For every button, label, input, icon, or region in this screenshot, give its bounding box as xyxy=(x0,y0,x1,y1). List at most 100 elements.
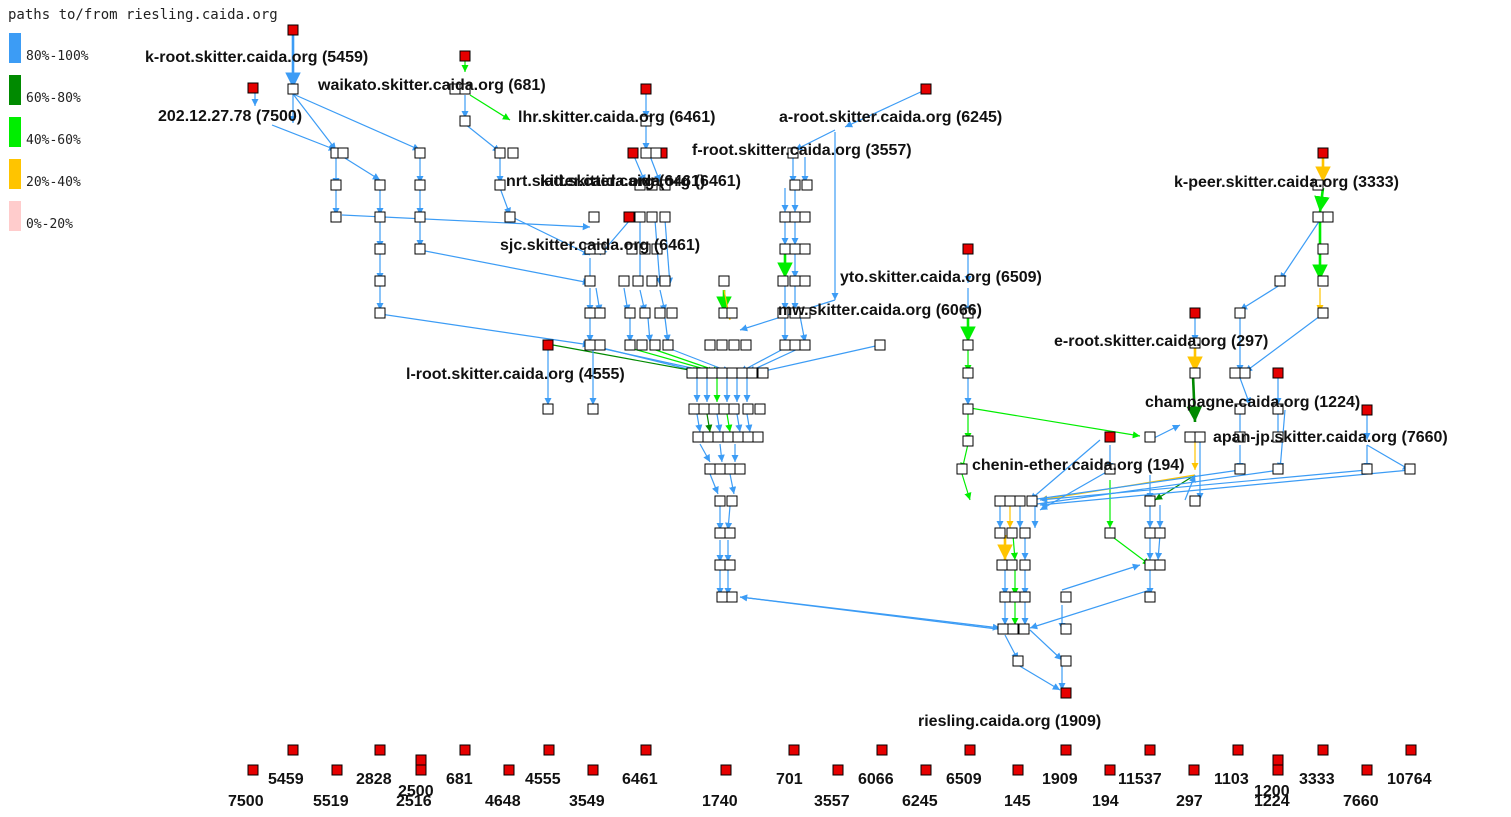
router-node xyxy=(504,211,516,223)
path-edge xyxy=(739,596,1001,631)
path-edge xyxy=(271,124,337,151)
path-edge xyxy=(1029,589,1151,630)
router-node xyxy=(956,463,968,475)
path-edge xyxy=(1154,534,1163,561)
monitor-node xyxy=(459,50,471,62)
router-node xyxy=(1272,463,1284,475)
router-node xyxy=(649,339,661,351)
router-node xyxy=(666,307,678,319)
router-node xyxy=(414,147,426,159)
router-node xyxy=(646,179,658,191)
monitor-node xyxy=(1104,431,1116,443)
as-node xyxy=(1317,744,1329,756)
as-node xyxy=(964,744,976,756)
router-node xyxy=(799,339,811,351)
router-node xyxy=(704,463,716,475)
router-node xyxy=(999,591,1011,603)
path-edge xyxy=(664,219,674,286)
monitor-node xyxy=(1361,404,1373,416)
router-node xyxy=(374,211,386,223)
router-node xyxy=(1317,243,1329,255)
router-node xyxy=(640,147,652,159)
router-node xyxy=(962,367,974,379)
as-number-label: 1909 xyxy=(1042,771,1078,788)
path-edge xyxy=(1314,187,1330,213)
path-edge xyxy=(1061,563,1141,591)
router-node xyxy=(1006,527,1018,539)
router-node xyxy=(708,403,720,415)
as-number-label: 5519 xyxy=(313,793,349,810)
router-node xyxy=(584,275,596,287)
path-edge xyxy=(709,473,719,495)
router-node xyxy=(1234,463,1246,475)
path-edge xyxy=(645,317,653,343)
router-node xyxy=(1004,495,1016,507)
router-node xyxy=(374,179,386,191)
as-number-label: 1200 xyxy=(1254,783,1290,800)
router-node xyxy=(777,275,789,287)
router-node xyxy=(1234,307,1246,319)
as-node xyxy=(374,744,386,756)
router-node xyxy=(1361,463,1373,475)
path-edge xyxy=(961,473,972,501)
router-node xyxy=(1189,337,1201,349)
router-node xyxy=(789,179,801,191)
router-node xyxy=(746,367,758,379)
as-number-label: 4648 xyxy=(485,793,521,810)
router-node xyxy=(507,147,519,159)
router-node xyxy=(742,431,754,443)
as-number-label: 2516 xyxy=(396,793,432,810)
path-edge xyxy=(735,413,743,433)
router-node xyxy=(789,339,801,351)
path-edge xyxy=(1366,444,1411,471)
monitor-label: waikato.skitter.caida.org (681) xyxy=(317,77,546,94)
router-node xyxy=(588,211,600,223)
path-edge xyxy=(1039,469,1368,503)
as-node xyxy=(543,744,555,756)
legend: 80%-100% 60%-80% 40%-60% 20%-40% 0%-20% xyxy=(9,33,89,232)
router-node xyxy=(996,559,1008,571)
as-number-label: 4555 xyxy=(525,771,561,788)
router-node xyxy=(718,275,730,287)
path-edge xyxy=(292,93,421,151)
router-node xyxy=(1144,495,1156,507)
router-node xyxy=(1404,463,1416,475)
as-node xyxy=(331,764,343,776)
router-node xyxy=(659,211,671,223)
legend-label: 20%-40% xyxy=(26,175,81,190)
router-node xyxy=(994,527,1006,539)
monitor-labels: k-root.skitter.caida.org (5459) waikato.s… xyxy=(145,49,1448,730)
router-nodes xyxy=(247,24,1416,699)
path-edge xyxy=(705,413,713,433)
router-node xyxy=(659,275,671,287)
as-node xyxy=(640,744,652,756)
monitor-node xyxy=(1189,307,1201,319)
as-node xyxy=(459,744,471,756)
router-node xyxy=(732,431,744,443)
router-node xyxy=(639,243,651,255)
router-node xyxy=(714,495,726,507)
as-number-label: 10764 xyxy=(1387,771,1432,788)
as-number-label: 701 xyxy=(776,771,803,788)
router-node xyxy=(1060,655,1072,667)
router-node xyxy=(706,367,718,379)
router-node xyxy=(594,307,606,319)
monitor-label: apan-jp.skitter.caida.org (7660) xyxy=(1213,429,1448,446)
router-node xyxy=(704,339,716,351)
router-node xyxy=(646,275,658,287)
router-node xyxy=(639,307,651,319)
router-node xyxy=(1234,431,1246,443)
router-node xyxy=(787,147,799,159)
path-edge xyxy=(633,155,646,183)
router-node xyxy=(1239,367,1251,379)
router-node xyxy=(374,307,386,319)
legend-swatch xyxy=(9,33,21,63)
router-node xyxy=(714,527,726,539)
as-node xyxy=(1060,744,1072,756)
monitor-label: lhr.skitter.caida.org (6461) xyxy=(518,109,715,126)
router-node xyxy=(1144,591,1156,603)
router-node xyxy=(1019,559,1031,571)
monitor-node xyxy=(627,147,639,159)
monitor-label: f-root.skitter.caida.org (3557) xyxy=(692,142,912,159)
monitor-label: riesling.caida.org (1909) xyxy=(918,713,1101,730)
